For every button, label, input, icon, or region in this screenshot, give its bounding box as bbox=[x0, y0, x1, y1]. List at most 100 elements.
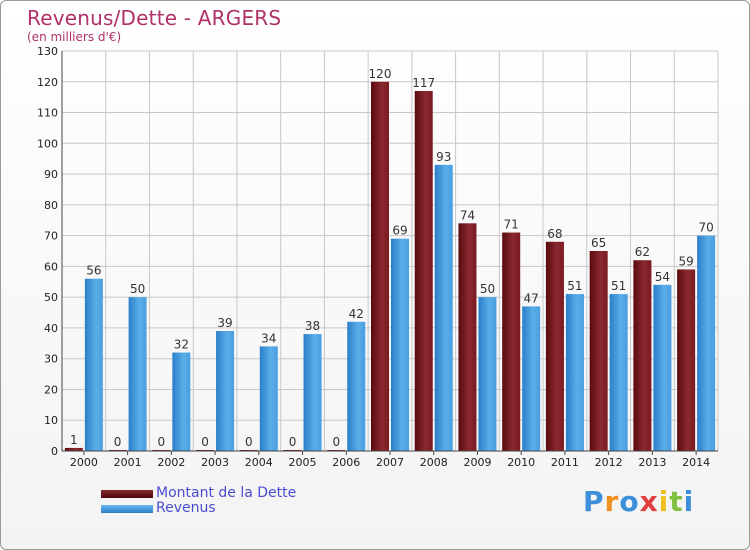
logo-letter: x bbox=[639, 485, 659, 518]
value-label-dette: 120 bbox=[369, 67, 392, 81]
y-tick-label: 0 bbox=[51, 445, 58, 458]
value-label-dette: 62 bbox=[635, 245, 650, 259]
value-label-dette: 0 bbox=[332, 435, 340, 449]
bar-revenus bbox=[478, 297, 497, 451]
value-label-revenus: 50 bbox=[130, 282, 145, 296]
bar-revenus bbox=[697, 235, 716, 451]
legend-swatch-debt bbox=[101, 490, 153, 498]
y-tick-label: 110 bbox=[37, 107, 58, 120]
bar-dette bbox=[458, 223, 477, 451]
bar-revenus bbox=[434, 164, 453, 451]
bar-dette bbox=[371, 81, 389, 452]
bar-dette bbox=[545, 241, 564, 451]
value-label-revenus: 38 bbox=[305, 319, 320, 333]
proxiti-logo: Proxiti bbox=[583, 485, 694, 518]
bar-dette bbox=[633, 260, 652, 451]
logo-letter: P bbox=[583, 485, 605, 518]
value-label-dette: 68 bbox=[547, 227, 562, 241]
value-label-revenus: 56 bbox=[86, 264, 101, 278]
value-label-revenus: 51 bbox=[567, 279, 582, 293]
bar-revenus bbox=[303, 334, 322, 451]
logo-letter: t bbox=[669, 485, 684, 518]
x-tick-label: 2003 bbox=[201, 456, 229, 469]
x-tick-label: 2005 bbox=[289, 456, 317, 469]
value-labels: 1 56 0 50 0 32 0 39 0 34 0 38 0 42 120 69 117 93 74 50 71 47 6… bbox=[70, 67, 714, 449]
value-label-revenus: 42 bbox=[349, 307, 364, 321]
logo-letter: r bbox=[604, 485, 620, 518]
y-tick-label: 20 bbox=[44, 383, 58, 396]
bar-dette bbox=[502, 232, 521, 451]
bar-revenus bbox=[84, 278, 103, 451]
x-tick-label: 2011 bbox=[551, 456, 579, 469]
value-label-dette: 117 bbox=[412, 76, 435, 90]
chart-subtitle: (en milliers d'€) bbox=[27, 30, 122, 44]
value-label-revenus: 93 bbox=[436, 150, 451, 164]
bar-revenus bbox=[609, 294, 628, 451]
y-tick-label: 70 bbox=[44, 230, 58, 243]
value-label-revenus: 51 bbox=[611, 279, 626, 293]
value-label-dette: 1 bbox=[70, 433, 78, 447]
value-label-revenus: 69 bbox=[392, 224, 407, 238]
legend-swatch-revenus bbox=[101, 505, 153, 513]
y-tick-label: 60 bbox=[44, 260, 58, 273]
x-tick-label: 2007 bbox=[376, 456, 404, 469]
bar-dette bbox=[64, 447, 83, 451]
bar-dette bbox=[589, 251, 608, 451]
logo-letter: o bbox=[619, 485, 640, 518]
value-label-dette: 71 bbox=[504, 218, 519, 232]
x-tick-label: 2004 bbox=[245, 456, 273, 469]
y-tick-label: 30 bbox=[44, 353, 58, 366]
x-tick-label: 2009 bbox=[463, 456, 491, 469]
x-tick-label: 2014 bbox=[682, 456, 710, 469]
x-tick-label: 2008 bbox=[420, 456, 448, 469]
bar-dette bbox=[677, 269, 696, 451]
x-tick-label: 2013 bbox=[638, 456, 666, 469]
bar-revenus bbox=[128, 297, 147, 451]
x-tick-label: 2001 bbox=[114, 456, 142, 469]
legend-label-revenus: Revenus bbox=[156, 500, 216, 516]
value-label-dette: 0 bbox=[245, 435, 253, 449]
value-label-dette: 0 bbox=[158, 435, 166, 449]
x-tick-label: 2002 bbox=[157, 456, 185, 469]
bar-revenus bbox=[653, 284, 672, 451]
value-label-revenus: 39 bbox=[217, 316, 232, 330]
value-label-dette: 74 bbox=[460, 208, 475, 222]
value-label-revenus: 50 bbox=[480, 282, 495, 296]
logo-letter: i bbox=[658, 485, 670, 518]
value-label-revenus: 70 bbox=[698, 221, 713, 235]
x-tick-label: 2000 bbox=[70, 456, 98, 469]
y-tick-label: 90 bbox=[44, 168, 58, 181]
bar-revenus bbox=[522, 306, 541, 451]
logo-letter: i bbox=[683, 485, 695, 518]
value-label-dette: 0 bbox=[114, 435, 122, 449]
y-tick-label: 80 bbox=[44, 199, 58, 212]
value-label-revenus: 34 bbox=[261, 331, 276, 345]
x-tick-label: 2006 bbox=[332, 456, 360, 469]
value-label-dette: 0 bbox=[289, 435, 297, 449]
bars bbox=[64, 81, 716, 452]
bar-revenus bbox=[391, 238, 409, 451]
bar-revenus bbox=[259, 346, 278, 451]
value-label-revenus: 47 bbox=[524, 291, 539, 305]
bar-revenus bbox=[565, 294, 584, 451]
value-label-revenus: 54 bbox=[655, 270, 670, 284]
legend-label-debt: Montant de la Dette bbox=[156, 485, 297, 501]
value-label-dette: 0 bbox=[201, 435, 209, 449]
value-label-dette: 59 bbox=[678, 254, 693, 268]
y-tick-label: 50 bbox=[44, 291, 58, 304]
bar-revenus bbox=[347, 321, 366, 451]
x-tick-label: 2012 bbox=[595, 456, 623, 469]
value-label-dette: 65 bbox=[591, 236, 606, 250]
y-tick-label: 120 bbox=[37, 76, 58, 89]
x-tick-label: 2010 bbox=[507, 456, 535, 469]
y-tick-label: 10 bbox=[44, 414, 58, 427]
y-tick-label: 130 bbox=[37, 45, 58, 58]
bar-revenus bbox=[216, 331, 235, 451]
value-label-revenus: 32 bbox=[174, 338, 189, 352]
y-tick-label: 40 bbox=[44, 322, 58, 335]
bar-dette bbox=[414, 91, 433, 451]
chart-title: Revenus/Dette - ARGERS bbox=[27, 6, 282, 30]
